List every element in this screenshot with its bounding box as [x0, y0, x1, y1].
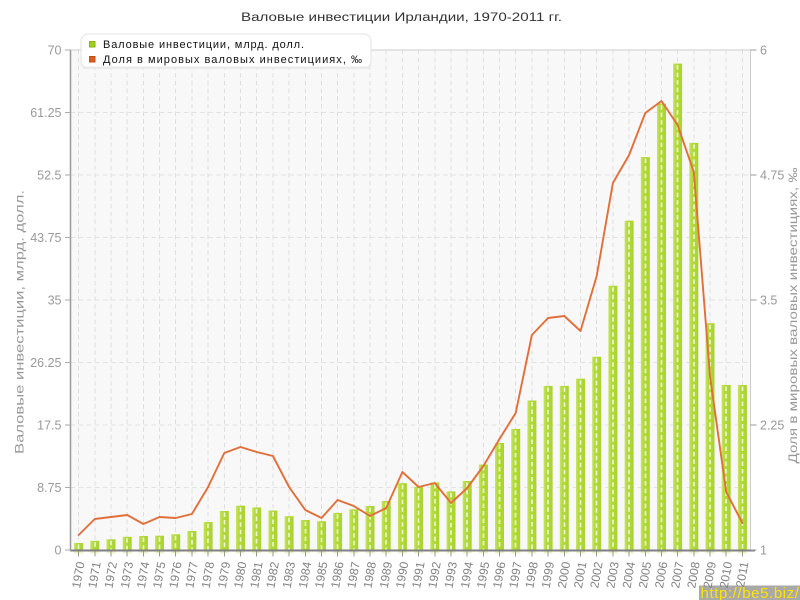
svg-text:3.5: 3.5: [760, 294, 777, 308]
svg-text:2011: 2011: [733, 560, 751, 588]
svg-text:2010: 2010: [717, 560, 735, 589]
svg-text:43.75: 43.75: [30, 231, 61, 245]
svg-text:1972: 1972: [102, 560, 120, 589]
svg-text:2006: 2006: [652, 560, 670, 589]
svg-text:4.75: 4.75: [760, 169, 784, 183]
svg-text:1975: 1975: [150, 560, 168, 589]
svg-text:1988: 1988: [361, 560, 379, 589]
svg-text:17.5: 17.5: [37, 419, 61, 433]
svg-text:Валовые инвестиции Ирландии, 1: Валовые инвестиции Ирландии, 1970-2011 г…: [241, 12, 562, 24]
svg-text:http://be5.biz/: http://be5.biz/: [701, 585, 800, 600]
svg-text:1978: 1978: [199, 560, 217, 589]
svg-text:1974: 1974: [134, 560, 152, 589]
svg-text:1973: 1973: [118, 560, 136, 589]
svg-text:52.5: 52.5: [37, 169, 61, 183]
svg-text:1991: 1991: [409, 560, 427, 589]
svg-text:1: 1: [760, 544, 767, 558]
svg-text:1971: 1971: [85, 560, 103, 589]
svg-text:1992: 1992: [425, 560, 443, 589]
svg-text:26.25: 26.25: [30, 356, 61, 370]
svg-text:1989: 1989: [377, 560, 395, 589]
svg-text:1982: 1982: [263, 560, 281, 589]
svg-text:35: 35: [48, 294, 62, 308]
svg-text:8.75: 8.75: [37, 481, 61, 495]
svg-text:1983: 1983: [280, 560, 298, 589]
svg-text:1999: 1999: [539, 560, 557, 589]
svg-text:1995: 1995: [474, 560, 492, 589]
svg-text:1979: 1979: [215, 560, 233, 589]
svg-text:2009: 2009: [701, 560, 719, 589]
svg-text:1996: 1996: [490, 560, 508, 589]
svg-text:0: 0: [55, 544, 62, 558]
svg-text:Доля в мировых валовых инвести: Доля в мировых валовых инвестициях, ‰: [786, 168, 800, 464]
svg-text:1976: 1976: [166, 560, 184, 589]
svg-text:1977: 1977: [182, 560, 200, 589]
svg-text:1984: 1984: [296, 560, 314, 589]
svg-text:2.25: 2.25: [760, 419, 784, 433]
svg-text:1985: 1985: [312, 560, 330, 589]
svg-text:1998: 1998: [522, 560, 540, 589]
svg-text:1970: 1970: [69, 560, 87, 589]
svg-text:70: 70: [48, 44, 62, 58]
svg-text:2007: 2007: [668, 560, 686, 589]
svg-text:2005: 2005: [636, 560, 654, 589]
svg-text:2001: 2001: [571, 560, 589, 589]
svg-text:1993: 1993: [442, 560, 460, 589]
svg-text:1997: 1997: [506, 560, 524, 589]
svg-text:Валовые инвестиции, млрд. долл: Валовые инвестиции, млрд. долл.: [103, 39, 304, 51]
svg-text:1994: 1994: [458, 560, 476, 589]
svg-text:2004: 2004: [620, 560, 638, 589]
svg-text:1990: 1990: [393, 560, 411, 589]
svg-text:2000: 2000: [555, 560, 573, 589]
svg-text:2002: 2002: [587, 560, 605, 589]
svg-text:1987: 1987: [344, 560, 362, 589]
svg-text:1986: 1986: [328, 560, 346, 589]
svg-text:1980: 1980: [231, 560, 249, 589]
svg-text:61.25: 61.25: [30, 106, 61, 120]
svg-text:Валовые инвестиции, млрд. долл: Валовые инвестиции, млрд. долл.: [13, 190, 27, 454]
svg-text:6: 6: [760, 44, 767, 58]
svg-text:1981: 1981: [247, 560, 265, 589]
svg-text:Доля в мировых валовых инвести: Доля в мировых валовых инвестицииях, ‰: [103, 54, 362, 66]
svg-text:2008: 2008: [684, 560, 702, 589]
svg-text:2003: 2003: [603, 560, 621, 589]
